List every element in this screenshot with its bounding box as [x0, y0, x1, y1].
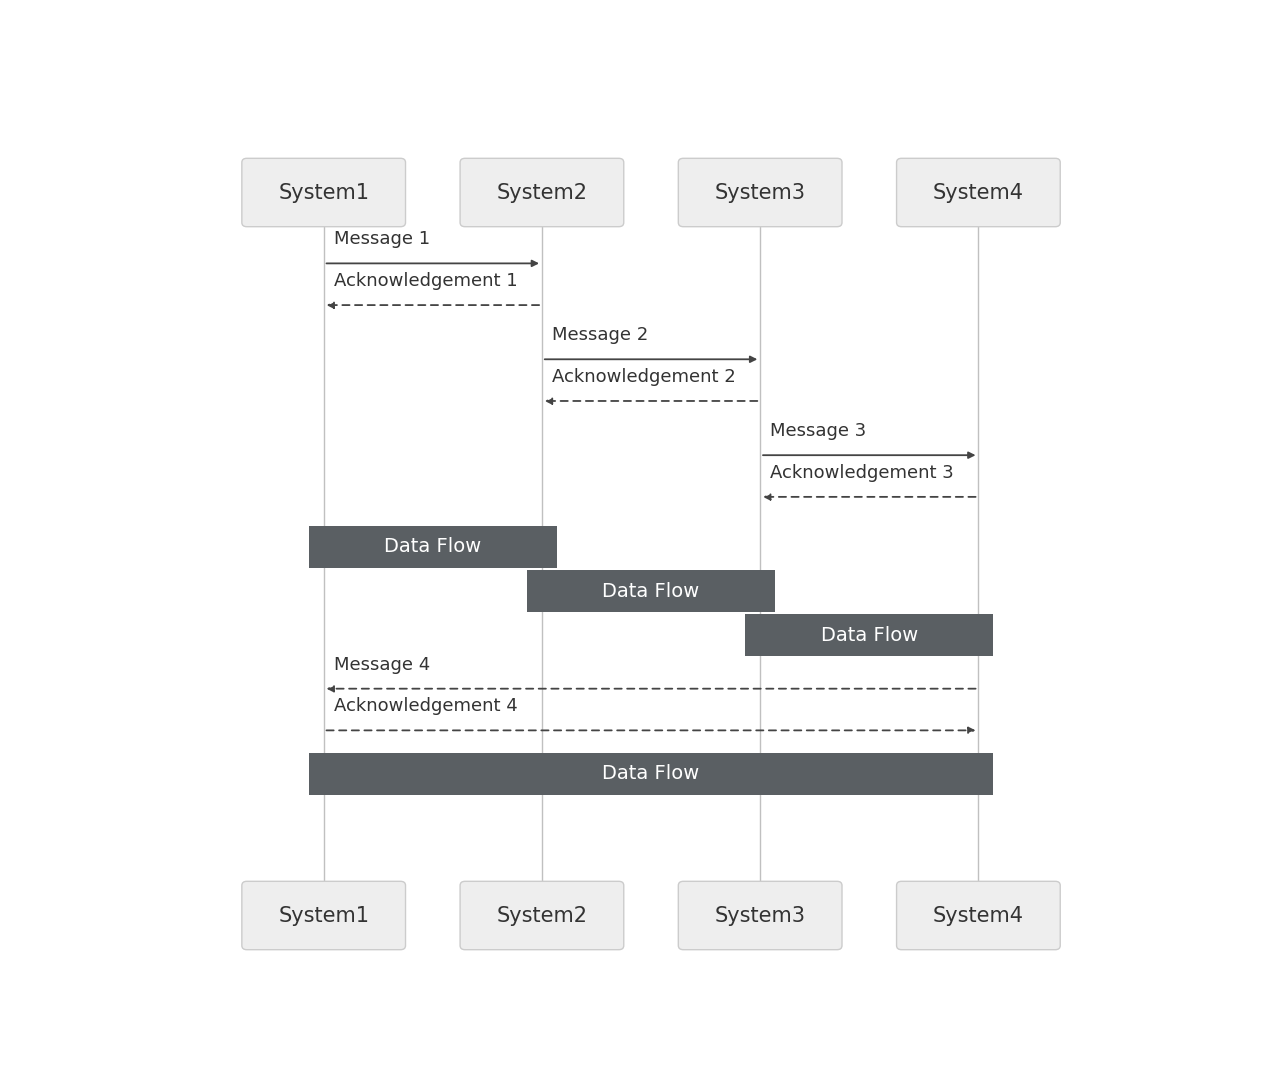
- Bar: [745, 614, 993, 656]
- Text: Message 1: Message 1: [334, 231, 430, 248]
- Text: Acknowledgement 1: Acknowledgement 1: [334, 272, 517, 290]
- Text: Acknowledgement 4: Acknowledgement 4: [334, 697, 517, 716]
- Text: Message 4: Message 4: [334, 655, 430, 674]
- Text: Data Flow: Data Flow: [820, 626, 918, 644]
- FancyBboxPatch shape: [242, 158, 406, 226]
- Text: System4: System4: [933, 183, 1024, 203]
- Text: System2: System2: [497, 905, 588, 926]
- FancyBboxPatch shape: [896, 158, 1060, 226]
- Text: Data Flow: Data Flow: [603, 582, 700, 601]
- Text: Acknowledgement 3: Acknowledgement 3: [771, 464, 954, 482]
- Text: Message 3: Message 3: [771, 422, 867, 440]
- Text: Data Flow: Data Flow: [384, 537, 481, 557]
- FancyBboxPatch shape: [678, 158, 842, 226]
- Text: Message 2: Message 2: [552, 326, 648, 344]
- Text: System2: System2: [497, 183, 588, 203]
- FancyBboxPatch shape: [460, 158, 623, 226]
- Text: Acknowledgement 2: Acknowledgement 2: [552, 368, 736, 386]
- Text: System3: System3: [714, 183, 805, 203]
- FancyBboxPatch shape: [242, 882, 406, 950]
- FancyBboxPatch shape: [896, 882, 1060, 950]
- Text: System1: System1: [278, 905, 369, 926]
- Text: System4: System4: [933, 905, 1024, 926]
- Text: System1: System1: [278, 183, 369, 203]
- Text: Data Flow: Data Flow: [603, 765, 700, 783]
- FancyBboxPatch shape: [678, 882, 842, 950]
- Bar: [527, 571, 776, 612]
- Bar: [308, 526, 557, 567]
- Text: System3: System3: [714, 905, 805, 926]
- Bar: [308, 753, 993, 795]
- FancyBboxPatch shape: [460, 882, 623, 950]
